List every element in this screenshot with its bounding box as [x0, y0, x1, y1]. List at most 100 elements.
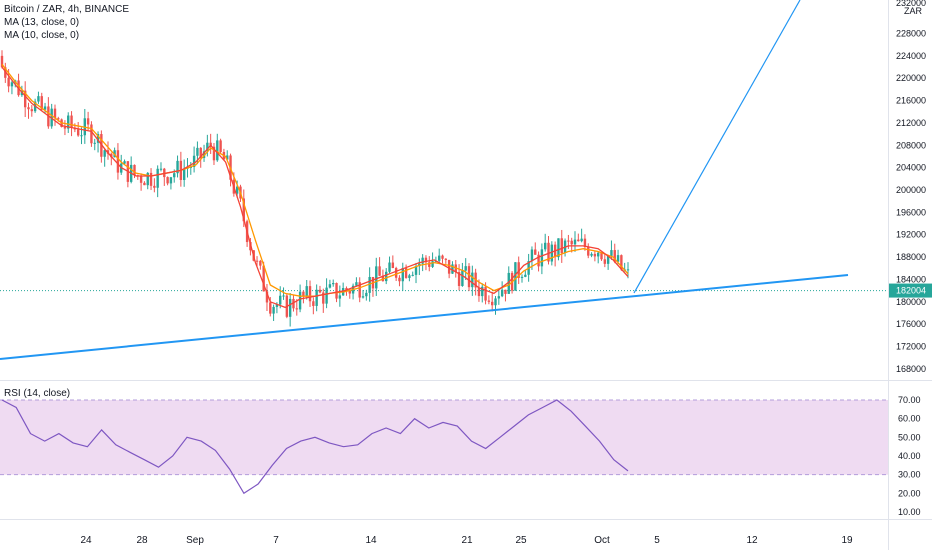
time-tick-label: 28 [136, 535, 148, 546]
candle-up [411, 274, 414, 276]
candle-down [255, 260, 259, 262]
candle-down [262, 265, 265, 292]
candle-up [282, 295, 285, 297]
candle-up [438, 255, 441, 261]
price-tick-label: 224000 [896, 51, 926, 61]
candle-down [265, 291, 269, 303]
candle-down [547, 242, 550, 262]
candle-up [275, 304, 279, 307]
candle-up [431, 261, 434, 267]
candle-up [355, 282, 358, 286]
candle-up [50, 108, 53, 127]
candle-down [57, 118, 60, 120]
candle-down [613, 250, 616, 262]
candle-down [53, 108, 57, 119]
candle-up [305, 286, 308, 297]
candle-up [388, 262, 391, 272]
price-tick-label: 204000 [896, 163, 926, 173]
time-tick-label: 24 [80, 535, 92, 546]
candle-up [189, 166, 192, 168]
candle-up [361, 296, 365, 298]
candle-down [76, 129, 80, 136]
price-tick-label: 216000 [896, 96, 926, 106]
candle-down [477, 287, 481, 297]
candle-down [166, 177, 169, 184]
price-tick-label: 232000 [896, 0, 926, 8]
candle-down [424, 257, 428, 263]
candle-down [143, 182, 146, 186]
projection-line[interactable] [633, 0, 801, 294]
candle-down [491, 301, 494, 306]
rsi-tick-label: 60.00 [898, 414, 921, 424]
candle-up [10, 82, 14, 87]
candle-up [497, 296, 501, 299]
price-tick-label: 176000 [896, 319, 926, 329]
candle-up [520, 276, 524, 278]
candle-up [573, 239, 577, 245]
candle-up [368, 276, 371, 293]
candle-up [146, 172, 149, 186]
candle-down [447, 259, 451, 274]
candle-up [596, 252, 600, 257]
time-tick-label: 7 [273, 535, 279, 546]
candle-up [365, 292, 368, 297]
candle-up [96, 134, 100, 143]
candle-down [70, 115, 73, 128]
candle-up [524, 274, 527, 277]
candle-up [156, 168, 159, 188]
candle-up [557, 238, 560, 258]
candle-up [103, 150, 106, 157]
candle-down [308, 286, 312, 302]
candle-down [335, 282, 338, 299]
candle-down [587, 246, 590, 256]
rsi-tick-label: 40.00 [898, 451, 921, 461]
price-tick-label: 180000 [896, 297, 926, 307]
ma13-legend[interactable]: MA (13, close, 0) [4, 17, 80, 28]
candle-down [153, 185, 156, 188]
price-tick-label: 208000 [896, 140, 926, 150]
price-tick-label: 188000 [896, 252, 926, 262]
candle-down [441, 255, 444, 259]
candle-up [481, 286, 484, 297]
candle-down [537, 254, 540, 267]
candle-up [37, 96, 40, 102]
candle-up [461, 270, 464, 286]
time-tick-label: Sep [186, 535, 204, 546]
candle-up [43, 106, 47, 110]
candle-up [325, 287, 328, 304]
candle-up [173, 173, 176, 178]
rsi-legend[interactable]: RSI (14, close) [4, 388, 71, 399]
candle-down [212, 146, 216, 161]
candle-up [332, 282, 335, 285]
price-tick-label: 192000 [896, 230, 926, 240]
rsi-tick-label: 10.00 [898, 507, 921, 517]
candle-down [27, 107, 30, 110]
candle-up [385, 271, 388, 282]
price-tick-label: 200000 [896, 185, 926, 195]
candle-down [219, 140, 222, 153]
candle-down [7, 77, 10, 87]
candle-up [235, 186, 239, 194]
price-currency-label: ZAR [904, 6, 923, 16]
candle-up [626, 269, 630, 271]
candle-down [577, 239, 580, 242]
price-tick-label: 220000 [896, 73, 926, 83]
symbol-legend[interactable]: Bitcoin / ZAR, 4h, BINANCE [4, 4, 130, 15]
price-tick-label: 172000 [896, 341, 926, 351]
time-tick-label: 12 [746, 535, 758, 546]
candle-up [315, 289, 318, 306]
candle-down [394, 268, 398, 278]
rsi-tick-label: 70.00 [898, 395, 921, 405]
price-tick-label: 168000 [896, 364, 926, 374]
support-trendline[interactable] [0, 274, 849, 360]
current-price-badge [889, 283, 932, 298]
candle-down [242, 198, 245, 222]
candle-up [196, 147, 199, 156]
ma10-legend[interactable]: MA (10, close, 0) [4, 30, 80, 41]
candle-down [534, 249, 537, 255]
rsi-tick-label: 30.00 [898, 470, 921, 480]
candle-down [139, 176, 143, 183]
time-tick-label: 21 [461, 535, 473, 546]
